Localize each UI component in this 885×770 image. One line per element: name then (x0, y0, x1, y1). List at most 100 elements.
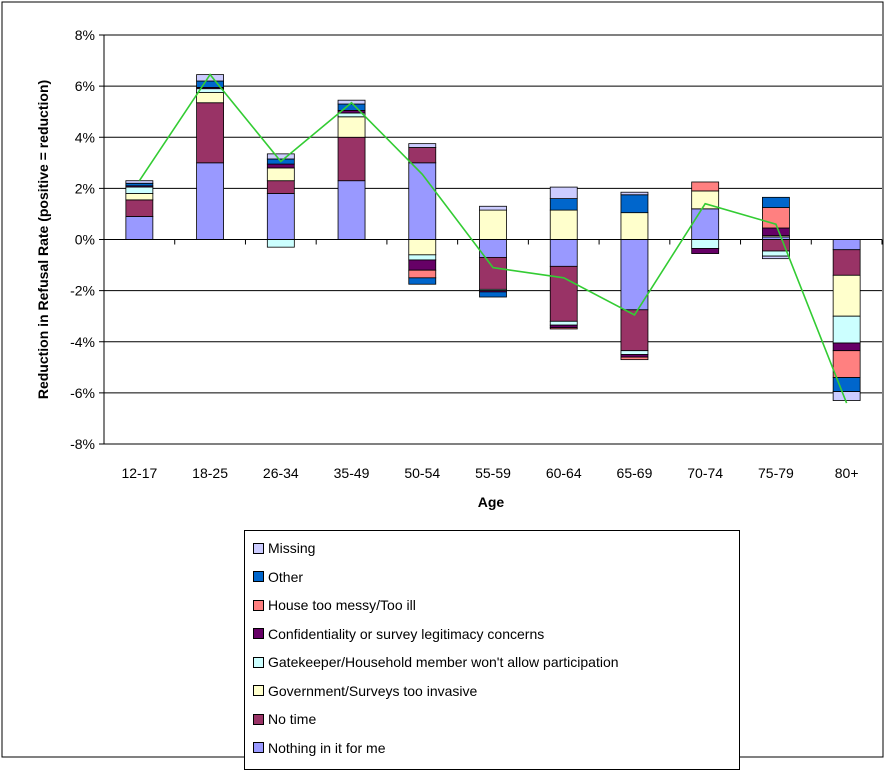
x-tick-label: 60-64 (546, 465, 582, 481)
bar-segment (266, 163, 295, 169)
legend-item: Other (253, 566, 303, 588)
bar-segment (832, 391, 861, 401)
legend-item: Missing (253, 537, 315, 559)
legend-swatch (253, 713, 264, 725)
x-tick-label: 55-59 (475, 465, 511, 481)
y-tick-label: 4% (75, 129, 95, 145)
y-tick-label: 8% (75, 27, 95, 43)
bar-segment (620, 309, 649, 352)
bar-segment (266, 180, 295, 194)
bar-segment (832, 239, 861, 251)
legend-item: Confidentiality or survey legitimacy con… (253, 623, 544, 645)
legend-swatch (253, 571, 264, 582)
bar-segment (549, 320, 578, 326)
bar-segment (691, 239, 720, 249)
legend: Missing Other House too messy/Too ill Confi… (244, 530, 740, 770)
y-tick-label: -4% (70, 334, 95, 350)
legend-swatch (253, 685, 264, 696)
bar-segment (549, 198, 578, 211)
bar-segment (266, 193, 295, 240)
legend-label: Government/Surveys too invasive (268, 682, 478, 699)
x-tick-label: 80+ (835, 465, 859, 481)
y-axis-title: Reduction in Refusal Rate (positive = re… (35, 80, 51, 399)
bar-segment (266, 167, 295, 182)
bar-segment (479, 291, 507, 298)
y-tick-label: -8% (70, 436, 95, 452)
bar-segment (549, 186, 578, 200)
bar-segment (832, 274, 861, 317)
bar-segment (408, 147, 437, 164)
bar-segment (479, 256, 507, 290)
bar-segment (691, 208, 720, 240)
bar-segment (832, 342, 861, 352)
bar-segment (408, 269, 437, 279)
bar-segment (762, 250, 790, 257)
bar-segment (408, 143, 437, 148)
bar-segment (266, 239, 295, 248)
y-tick-label: -2% (70, 283, 95, 299)
bar-segment (620, 191, 649, 196)
bar-segment (266, 153, 295, 160)
net-reduction-line (138, 73, 848, 404)
bar-segment (832, 315, 861, 344)
bar-segment (620, 212, 649, 240)
bar-segment (549, 327, 578, 330)
bar-segment (337, 136, 366, 182)
x-tick-label: 35-49 (334, 465, 370, 481)
bar-segment (125, 216, 154, 240)
x-tick-label: 26-34 (263, 465, 299, 481)
bar-segment (762, 255, 790, 260)
bar-segment (408, 254, 437, 261)
bar-segment (479, 205, 507, 211)
bar-segment (620, 356, 649, 361)
bar-segment (549, 209, 578, 240)
x-tick-label: 18-25 (192, 465, 228, 481)
x-tick-label: 12-17 (121, 465, 157, 481)
x-tick-label: 50-54 (404, 465, 440, 481)
legend-label: Gatekeeper/Household member won't allow … (268, 654, 619, 670)
bar-segment (832, 249, 861, 276)
legend-label: Other (268, 568, 304, 585)
bar-segment (408, 277, 437, 285)
legend-item: No time (253, 708, 316, 730)
bar-segment (196, 92, 224, 104)
bar-segment (620, 194, 649, 214)
legend-swatch (253, 542, 264, 554)
legend-item: House too messy/Too ill (253, 594, 416, 616)
bar-segment (762, 196, 790, 208)
bar-segment (125, 180, 154, 184)
bar-segment (337, 180, 366, 240)
bar-segment (620, 350, 649, 355)
x-axis-title: Age (478, 494, 505, 510)
bar-segment (196, 102, 224, 164)
legend-label: Missing (268, 540, 316, 556)
bar-segment (479, 209, 507, 240)
bar-segment (408, 239, 437, 256)
x-tick-label: 70-74 (687, 465, 723, 481)
x-tick-label: 75-79 (758, 465, 794, 481)
bar-segment (620, 239, 649, 311)
y-tick-label: 0% (75, 232, 95, 248)
bar-segment (337, 112, 366, 118)
bar-segment (125, 186, 154, 194)
legend-swatch (253, 628, 264, 639)
bar-segment (762, 227, 790, 237)
legend-label: Confidentiality or survey legitimacy con… (268, 625, 545, 642)
bar-segment (691, 248, 720, 254)
y-tick-label: 6% (75, 78, 95, 94)
bar-segment (125, 199, 154, 217)
legend-item: Nothing in it for me (253, 737, 386, 759)
bar-segment (337, 116, 366, 138)
legend-swatch (253, 656, 264, 668)
legend-label: Nothing in it for me (268, 739, 386, 756)
bar-segment (691, 181, 720, 192)
bar-segment (549, 239, 578, 267)
bar-segment (196, 162, 224, 240)
legend-label: No time (268, 711, 317, 727)
y-tick-label: 2% (75, 180, 95, 196)
y-tick-label: -6% (70, 385, 95, 401)
bar-segment (549, 265, 578, 322)
legend-item: Gatekeeper/Household member won't allow … (253, 651, 619, 673)
x-tick-label: 65-69 (617, 465, 653, 481)
